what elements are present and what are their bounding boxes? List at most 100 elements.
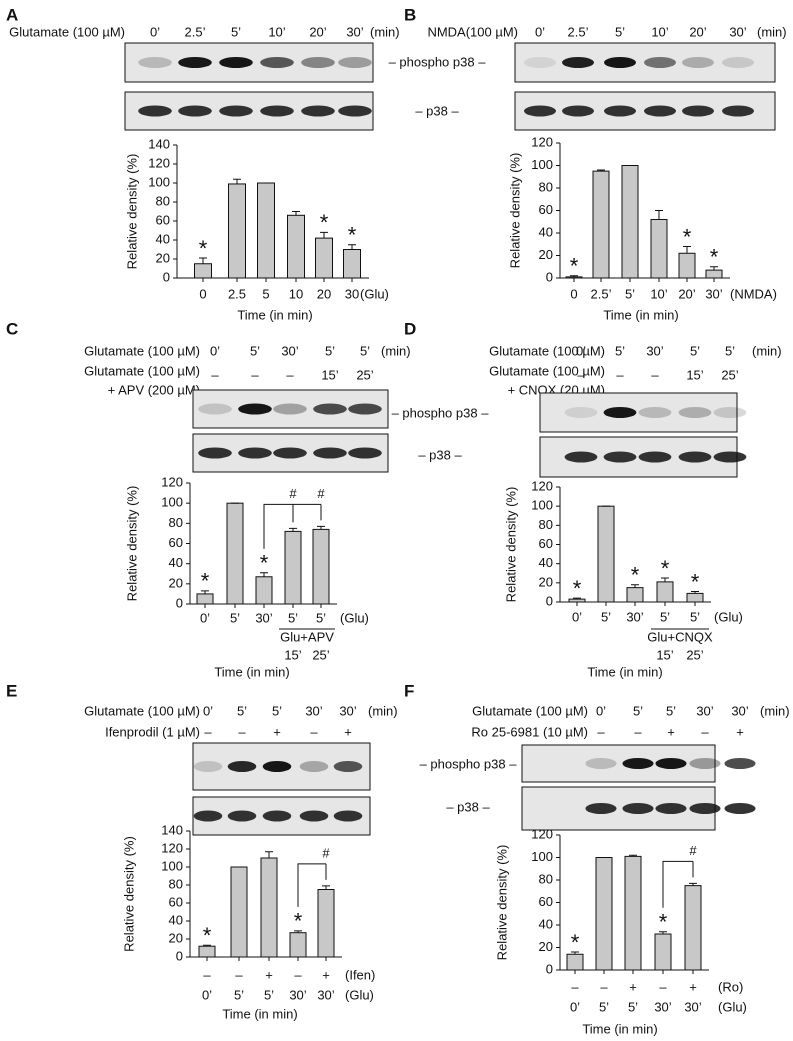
blot-band	[713, 407, 747, 418]
x-tick-label: 5’	[690, 609, 700, 624]
blot-band	[338, 57, 372, 68]
treatment-entry: 15’	[321, 367, 338, 382]
bar	[315, 237, 333, 279]
bar	[654, 933, 672, 971]
bar	[705, 269, 723, 279]
blot-image	[539, 392, 738, 433]
x-axis-label: Time (in min)	[587, 664, 662, 679]
x-unit-label: (NMDA)	[730, 286, 777, 301]
x-unit-label: (Ifen)	[345, 967, 375, 982]
error-bar	[289, 527, 297, 532]
bar	[287, 214, 305, 279]
treatment-entry: 0’	[210, 343, 220, 358]
panel-letter: D	[404, 319, 416, 338]
bar	[343, 249, 361, 279]
treatment-label: Glutamate (100 µM)	[84, 343, 200, 358]
treatment-entry: 5’	[615, 24, 625, 39]
treatment-label: Glutamate (100 µM)	[472, 703, 588, 718]
x-tick-label: 0’	[572, 609, 582, 624]
blot-band	[262, 761, 292, 772]
error-bar	[710, 266, 718, 271]
error-bar	[292, 211, 300, 216]
blot-label: – phospho p38 –	[392, 405, 490, 420]
y-axis-label: Relative density (%)	[503, 487, 518, 603]
bar	[592, 170, 610, 279]
x-tick-label: 2.5	[228, 286, 246, 301]
treatment-entry: –	[251, 367, 259, 382]
significance-star: *	[661, 556, 670, 581]
blot-band	[227, 810, 257, 822]
bar	[255, 576, 273, 605]
significance-star: *	[570, 254, 579, 279]
blot-band	[313, 403, 347, 415]
treatment-entry: 5’	[250, 343, 260, 358]
error-bar	[573, 597, 581, 600]
x-tick-label: 10	[289, 286, 303, 301]
blot-band	[348, 447, 382, 459]
bar	[566, 953, 584, 971]
blot-band	[262, 810, 292, 822]
y-tick-label: 20	[169, 575, 183, 590]
x-tick-label: 0’	[570, 999, 580, 1014]
y-tick-label: 40	[169, 912, 183, 927]
comparison-bracket	[662, 860, 694, 908]
blot-label: – p38 –	[415, 103, 459, 118]
y-tick-label: 80	[156, 193, 170, 208]
panel-letter: F	[404, 681, 414, 700]
x-tick-label: 2.5’	[591, 286, 612, 301]
panel-letter: B	[404, 5, 416, 24]
x-axis-label: Time (in min)	[603, 307, 678, 322]
blot-band	[603, 451, 637, 463]
blot-band	[564, 451, 598, 463]
treatment-entry: –	[651, 367, 659, 382]
y-tick-label: 20	[156, 250, 170, 265]
y-tick-label: 100	[161, 495, 183, 510]
group-sub-label: 25’	[686, 647, 703, 662]
significance-star: *	[199, 236, 208, 261]
x-axis-label: Time (in min)	[237, 307, 312, 322]
significance-star: *	[683, 224, 692, 249]
significance-star: *	[320, 210, 329, 235]
y-tick-label: 100	[531, 849, 553, 864]
group-label: Glu+CNQX	[647, 629, 713, 644]
treatment-entry: –	[701, 724, 709, 739]
blot-band	[301, 105, 335, 117]
significance-star: *	[203, 923, 212, 948]
blot-band	[178, 57, 212, 68]
comparison-bracket	[263, 503, 322, 549]
significance-hash: #	[689, 843, 697, 858]
blot-band	[638, 407, 672, 418]
x-unit-label: (Glu)	[718, 999, 747, 1014]
significance-star: *	[571, 930, 580, 955]
blot-band	[193, 761, 223, 772]
treatment-entry: 5’	[725, 343, 735, 358]
significance-star: *	[573, 576, 582, 601]
blot-band	[193, 810, 223, 822]
blot-band	[260, 105, 294, 117]
error-bar	[294, 930, 302, 933]
treatment-entry: 0’	[576, 343, 586, 358]
y-tick-label: 20	[539, 247, 553, 262]
x-tick-label: 5’	[599, 999, 609, 1014]
error-bar	[571, 951, 579, 955]
error-bar	[691, 590, 699, 594]
bar	[260, 857, 278, 958]
treatment-entry: –	[597, 724, 605, 739]
error-bar	[661, 577, 669, 582]
x-tick-label: 5’	[288, 610, 298, 625]
y-axis-label: Relative density (%)	[124, 154, 139, 270]
treatment-entry: +	[667, 724, 675, 739]
blot-band	[604, 57, 636, 68]
blot-band	[585, 803, 617, 814]
treatment-unit: (min)	[757, 24, 787, 39]
treatment-unit: (min)	[381, 343, 411, 358]
y-tick-label: 80	[169, 876, 183, 891]
error-bar	[265, 851, 273, 858]
treatment-unit: (min)	[368, 703, 398, 718]
error-bar	[348, 244, 356, 250]
blot-band	[644, 57, 676, 68]
panel-letter: E	[6, 681, 17, 700]
x-condition-label: –	[235, 967, 243, 982]
treatment-entry: 2.5’	[185, 24, 206, 39]
treatment-entry: 10’	[651, 24, 668, 39]
